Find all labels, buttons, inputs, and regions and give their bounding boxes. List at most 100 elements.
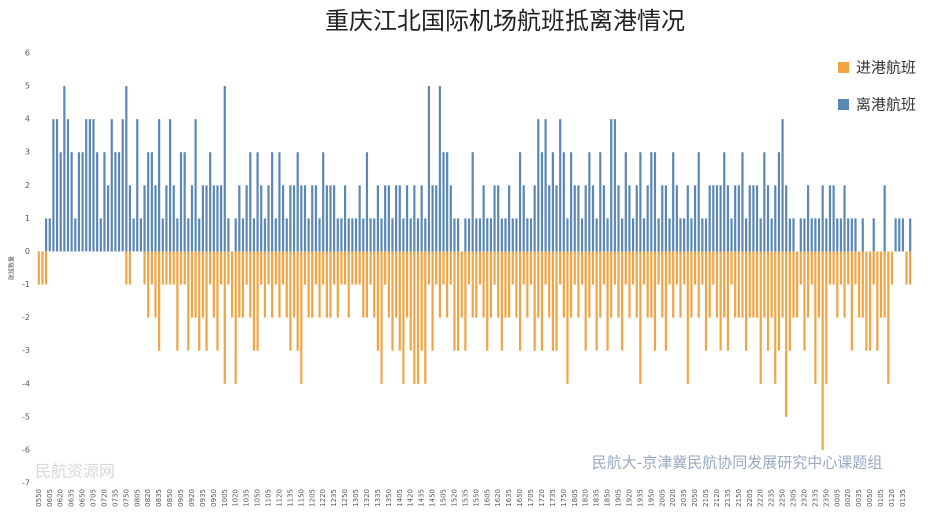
legend-label: 离港航班 (856, 96, 916, 114)
bar (755, 251, 759, 318)
bar (457, 218, 460, 252)
bar (832, 251, 835, 285)
bar (252, 251, 256, 351)
bar (810, 218, 813, 252)
bar (548, 251, 551, 318)
bar (653, 152, 657, 252)
bar (52, 119, 55, 252)
bar (817, 218, 821, 252)
bar (526, 218, 529, 252)
x-tick-label: 2305 (790, 489, 798, 507)
bar (150, 251, 153, 285)
bar (734, 185, 737, 252)
bar (416, 251, 420, 384)
bar (730, 218, 733, 252)
bar (872, 218, 875, 252)
x-tick-label: 0850 (166, 489, 174, 507)
bar (843, 185, 846, 252)
bar (836, 251, 839, 318)
bar (628, 185, 631, 252)
bar (646, 251, 649, 318)
bar (92, 119, 95, 252)
bar (522, 185, 525, 252)
bar (814, 218, 817, 252)
bar (854, 251, 857, 285)
bar (187, 218, 190, 252)
bar (336, 218, 339, 252)
bar (274, 251, 277, 285)
bar (898, 218, 901, 252)
bar (679, 251, 682, 318)
bar (504, 218, 507, 252)
bar (384, 251, 387, 285)
bar (591, 251, 595, 285)
x-tick-label: 1420 (407, 489, 415, 507)
bar (752, 251, 755, 318)
bar (329, 251, 332, 318)
bar (395, 185, 398, 252)
bar (475, 218, 478, 252)
bar (234, 251, 237, 384)
bar (657, 251, 660, 285)
x-tick-label: 0005 (833, 489, 841, 507)
bar (205, 185, 208, 252)
bar (562, 251, 565, 318)
bar (183, 251, 186, 285)
x-tick-label: 0135 (899, 489, 907, 507)
bar (653, 251, 657, 351)
bar (220, 251, 223, 285)
bar (464, 218, 467, 252)
bar (697, 251, 700, 318)
bar (723, 251, 726, 318)
bar (901, 218, 904, 252)
bar (537, 251, 540, 318)
bar (737, 251, 740, 318)
bar (664, 251, 667, 351)
bar (449, 251, 452, 285)
x-tick-label: 1920 (625, 489, 633, 507)
bar (471, 152, 474, 252)
bar (183, 152, 186, 252)
x-tick-label: 0635 (68, 489, 76, 507)
x-tick-label: 1305 (352, 489, 360, 507)
bar (719, 185, 722, 252)
bar (675, 251, 678, 285)
bar (435, 251, 438, 285)
bar (734, 251, 737, 318)
x-tick-label: 1635 (505, 489, 513, 507)
bar (96, 152, 99, 252)
bar (766, 185, 770, 252)
bar (245, 185, 248, 252)
x-tick-label: 1535 (461, 489, 469, 507)
bar (296, 152, 299, 252)
x-tick-label: 2135 (724, 489, 732, 507)
x-tick-label: 1150 (297, 489, 305, 507)
y-tick-label: -2 (22, 313, 30, 322)
bar (577, 185, 580, 252)
bar (387, 185, 390, 252)
bar (540, 251, 544, 351)
bar (708, 185, 711, 252)
bar (876, 251, 879, 351)
bar (278, 251, 281, 318)
bar (606, 251, 609, 351)
bar (755, 185, 759, 252)
x-tick-label: 1335 (374, 489, 382, 507)
x-tick-label: 1350 (385, 489, 393, 507)
x-tick-label: 1450 (429, 489, 437, 507)
bar (347, 251, 350, 318)
bar (668, 251, 671, 285)
bar (230, 251, 234, 318)
x-tick-label: 2350 (822, 489, 830, 507)
bar (431, 251, 434, 351)
bar (836, 218, 839, 252)
bar (431, 185, 434, 252)
bar (533, 185, 536, 252)
bar (460, 251, 463, 318)
bar (442, 152, 445, 252)
bar (420, 251, 423, 351)
bar (223, 86, 226, 252)
y-tick-label: -7 (22, 479, 30, 488)
bar (216, 251, 219, 351)
bar (416, 218, 420, 252)
